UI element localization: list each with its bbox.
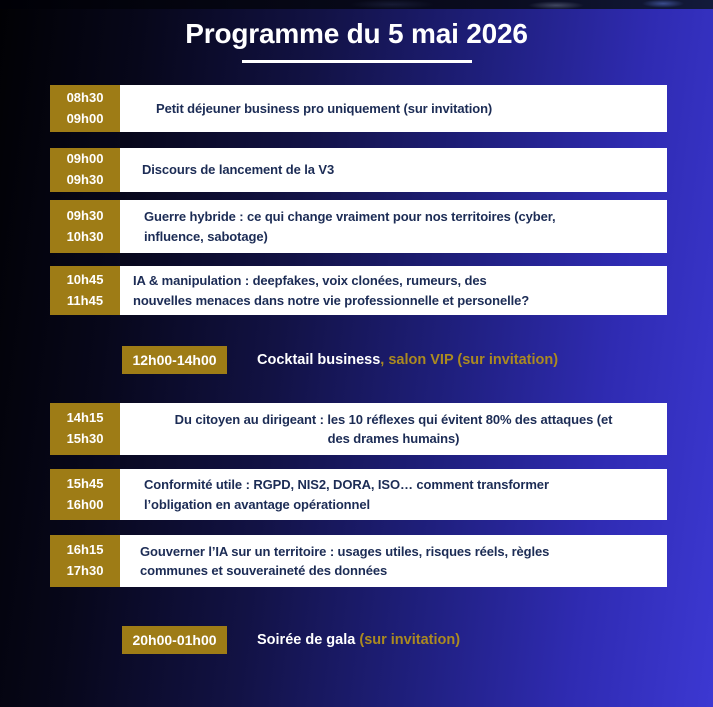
- time-slot: 10h45 11h45: [50, 266, 120, 315]
- schedule-row: 08h30 09h00 Petit déjeuner business pro …: [50, 85, 667, 132]
- schedule-row: 15h45 16h00 Conformité utile : RGPD, NIS…: [50, 469, 667, 520]
- time-slot: 14h15 15h30: [50, 403, 120, 455]
- banner-text-main: Soirée de gala: [257, 632, 360, 648]
- banner-row: 12h00-14h00 Cocktail business, salon VIP…: [122, 346, 558, 374]
- time-pill: 12h00-14h00: [122, 346, 227, 374]
- time-slot: 08h30 09h00: [50, 85, 120, 132]
- banner-text-gold: , salon VIP (sur invitation): [380, 352, 559, 368]
- page-title: Programme du 5 mai 2026: [185, 18, 528, 49]
- session-title: IA & manipulation : deepfakes, voix clon…: [120, 266, 667, 315]
- decorative-photo-strip: [0, 0, 713, 9]
- banner-text-gold: (sur invitation): [359, 632, 461, 648]
- session-title: Du citoyen au dirigeant : les 10 réflexe…: [120, 403, 667, 455]
- time-slot: 15h45 16h00: [50, 469, 120, 520]
- time-slot: 09h00 09h30: [50, 148, 120, 192]
- session-title: Gouverner l’IA sur un territoire : usage…: [120, 535, 667, 587]
- banner-text: Soirée de gala (sur invitation): [257, 632, 460, 648]
- time-slot: 16h15 17h30: [50, 535, 120, 587]
- schedule-row: 14h15 15h30 Du citoyen au dirigeant : le…: [50, 403, 667, 455]
- schedule-row: 09h00 09h30 Discours de lancement de la …: [50, 148, 667, 192]
- banner-row: 20h00-01h00 Soirée de gala (sur invitati…: [122, 626, 460, 654]
- session-title: Conformité utile : RGPD, NIS2, DORA, ISO…: [120, 469, 667, 520]
- session-title: Guerre hybride : ce qui change vraiment …: [120, 200, 667, 253]
- banner-text-main: Cocktail business: [257, 352, 381, 368]
- schedule-row: 10h45 11h45 IA & manipulation : deepfake…: [50, 266, 667, 315]
- session-title: Discours de lancement de la V3: [120, 148, 667, 192]
- banner-text: Cocktail business, salon VIP (sur invita…: [257, 352, 558, 368]
- title-underline: [241, 60, 472, 63]
- time-pill: 20h00-01h00: [122, 626, 227, 654]
- schedule-row: 09h30 10h30 Guerre hybride : ce qui chan…: [50, 200, 667, 253]
- schedule-row: 16h15 17h30 Gouverner l’IA sur un territ…: [50, 535, 667, 587]
- time-slot: 09h30 10h30: [50, 200, 120, 253]
- session-title: Petit déjeuner business pro uniquement (…: [120, 85, 667, 132]
